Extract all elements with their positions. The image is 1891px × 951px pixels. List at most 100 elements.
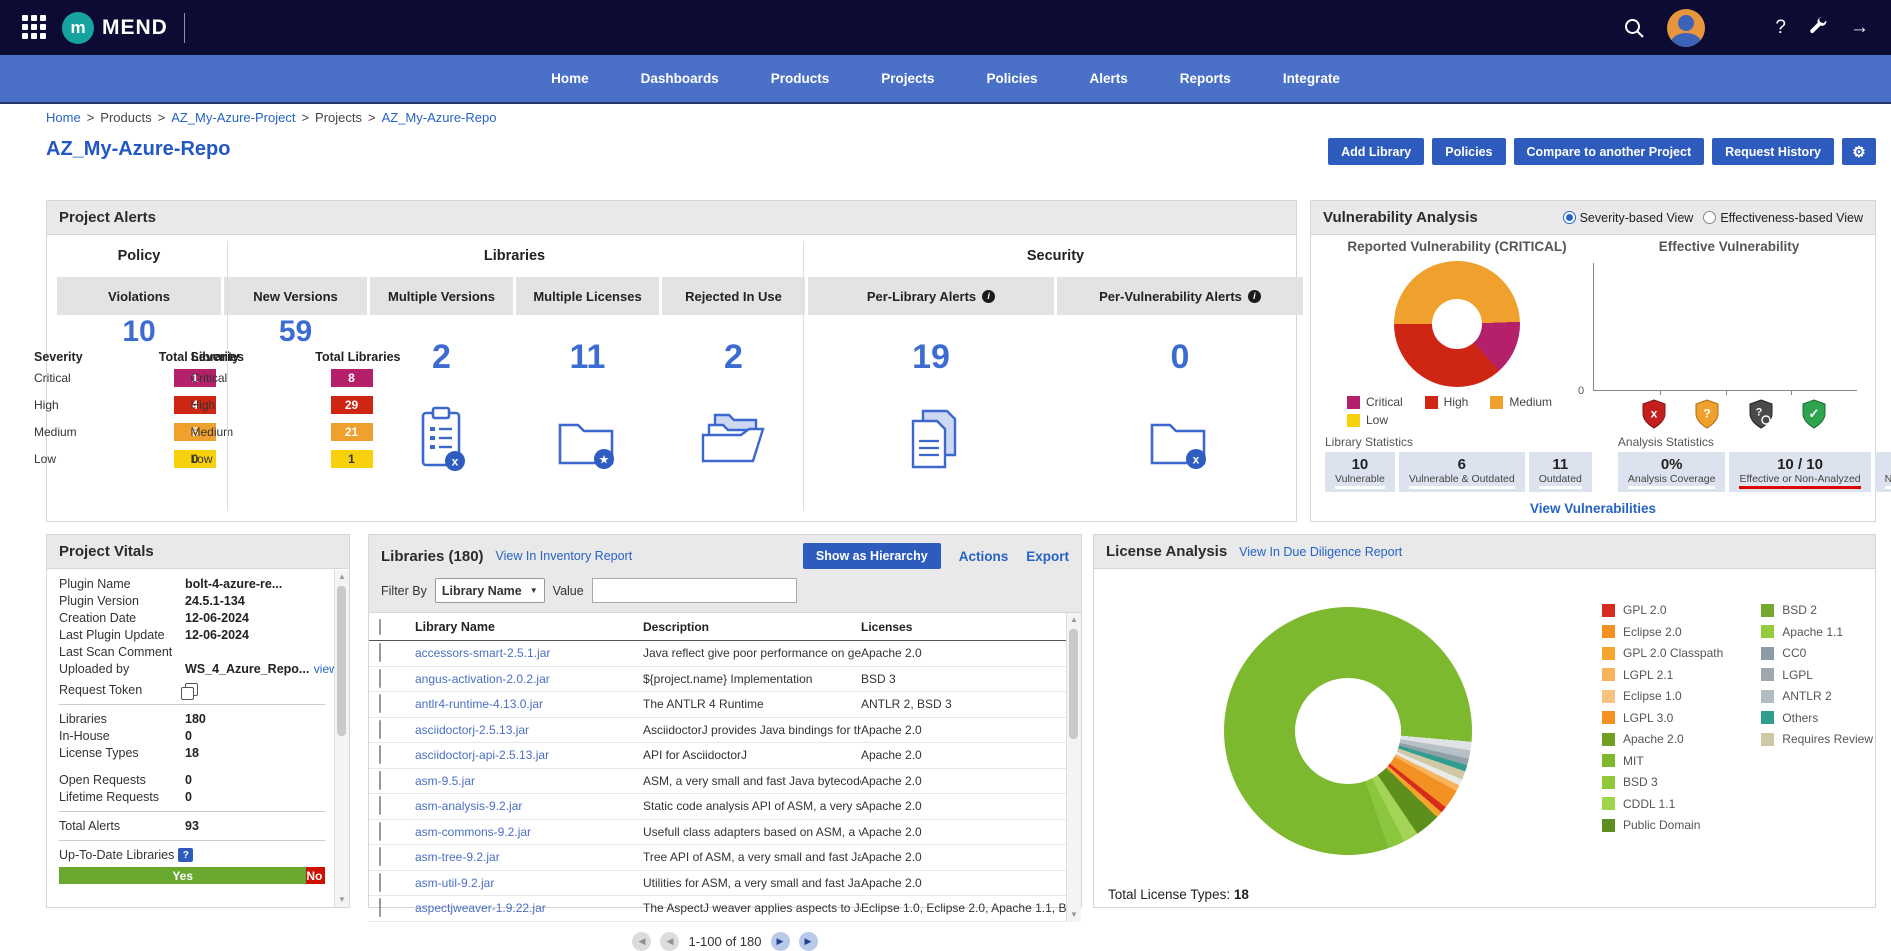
- table-row[interactable]: angus-activation-2.0.2.jar${project.name…: [369, 667, 1081, 693]
- scrollbar-thumb[interactable]: [1069, 629, 1078, 739]
- non-effective-stat[interactable]: 0 / 10Non Effective: [1875, 452, 1891, 492]
- help-icon[interactable]: ?: [1775, 17, 1786, 39]
- critical-count-badge[interactable]: 8: [331, 369, 373, 387]
- admin-tools-icon[interactable]: [1808, 15, 1828, 40]
- analysis-coverage-stat[interactable]: 0%Analysis Coverage: [1618, 452, 1726, 492]
- show-as-hierarchy-button[interactable]: Show as Hierarchy: [803, 543, 941, 569]
- license-donut-chart[interactable]: [1224, 607, 1472, 855]
- tooltip-question-icon[interactable]: ?: [178, 848, 193, 862]
- library-link[interactable]: asm-9.5.jar: [415, 774, 475, 788]
- first-page-icon[interactable]: ◀: [632, 932, 651, 951]
- scroll-down-icon[interactable]: ▼: [335, 893, 349, 907]
- row-checkbox[interactable]: [379, 694, 381, 713]
- row-checkbox[interactable]: [379, 745, 381, 764]
- up-to-date-bar[interactable]: Yes No: [59, 867, 325, 884]
- library-link[interactable]: asm-commons-9.2.jar: [415, 825, 531, 839]
- card-multiple-versions-label[interactable]: Multiple Versions: [370, 277, 513, 315]
- scroll-down-icon[interactable]: ▼: [1067, 908, 1081, 922]
- effective-or-non-analyzed-stat[interactable]: 10 / 10Effective or Non-Analyzed: [1729, 452, 1870, 492]
- user-avatar[interactable]: [1667, 9, 1705, 47]
- reported-vulnerability-donut[interactable]: [1394, 261, 1520, 387]
- nav-item-integrate[interactable]: Integrate: [1283, 71, 1340, 86]
- policies-button[interactable]: Policies: [1432, 138, 1505, 165]
- actions-button[interactable]: Actions: [959, 549, 1009, 564]
- vitals-scrollbar[interactable]: ▲ ▼: [334, 570, 349, 907]
- breadcrumb-project[interactable]: AZ_My-Azure-Project: [171, 110, 295, 125]
- radio-unselected-icon[interactable]: [1703, 211, 1716, 224]
- next-page-icon[interactable]: ▶: [771, 932, 790, 951]
- select-all-checkbox[interactable]: [379, 619, 381, 635]
- table-row[interactable]: asm-9.5.jarASM, a very small and fast Ja…: [369, 769, 1081, 795]
- table-scrollbar[interactable]: ▲ ▼: [1066, 613, 1081, 922]
- nav-item-policies[interactable]: Policies: [987, 71, 1038, 86]
- new-versions-count[interactable]: 11: [516, 315, 659, 399]
- scrollbar-thumb[interactable]: [337, 586, 346, 736]
- view-due-diligence-link[interactable]: View In Due Diligence Report: [1239, 545, 1402, 559]
- view-inventory-report-link[interactable]: View In Inventory Report: [496, 549, 633, 563]
- table-row[interactable]: asciidoctorj-2.5.13.jarAsciidoctorJ prov…: [369, 718, 1081, 744]
- nav-item-home[interactable]: Home: [551, 71, 589, 86]
- per-vulnerability-alerts-label[interactable]: Per-Vulnerability Alerts i: [1057, 277, 1303, 315]
- nav-item-dashboards[interactable]: Dashboards: [641, 71, 719, 86]
- export-button[interactable]: Export: [1026, 549, 1069, 564]
- low-count-badge[interactable]: 1: [331, 450, 373, 468]
- table-row[interactable]: aspectjweaver-1.9.22.jarThe AspectJ weav…: [369, 896, 1081, 922]
- high-count-badge[interactable]: 29: [331, 396, 373, 414]
- settings-gear-button[interactable]: ⚙: [1842, 138, 1876, 165]
- table-row[interactable]: accessors-smart-2.5.1.jarJava reflect gi…: [369, 641, 1081, 667]
- library-link[interactable]: aspectjweaver-1.9.22.jar: [415, 901, 546, 915]
- logout-icon[interactable]: →: [1850, 17, 1869, 39]
- library-link[interactable]: asciidoctorj-api-2.5.13.jar: [415, 748, 549, 762]
- filter-value-input[interactable]: [592, 578, 797, 603]
- up-to-date-yes-segment[interactable]: Yes: [59, 867, 306, 884]
- card-new-versions-label[interactable]: New Versions: [224, 277, 367, 315]
- library-link[interactable]: asciidoctorj-2.5.13.jar: [415, 723, 529, 737]
- table-row[interactable]: asm-util-9.2.jarUtilities for ASM, a ver…: [369, 871, 1081, 897]
- effectiveness-view-radio[interactable]: Effectiveness-based View: [1703, 211, 1863, 225]
- breadcrumb-repo[interactable]: AZ_My-Azure-Repo: [382, 110, 497, 125]
- multiple-licenses-count[interactable]: 19: [808, 315, 1054, 399]
- medium-count-badge[interactable]: 21: [331, 423, 373, 441]
- table-row[interactable]: asm-commons-9.2.jarUsefull class adapter…: [369, 820, 1081, 846]
- per-library-alerts-label[interactable]: Per-Library Alerts i: [808, 277, 1054, 315]
- add-library-button[interactable]: Add Library: [1328, 138, 1424, 165]
- row-checkbox[interactable]: [379, 873, 381, 892]
- nav-item-products[interactable]: Products: [771, 71, 830, 86]
- row-checkbox[interactable]: [379, 822, 381, 841]
- severity-view-radio[interactable]: Severity-based View: [1563, 211, 1694, 225]
- view-vulnerabilities-link[interactable]: View Vulnerabilities: [1530, 501, 1656, 516]
- per-vulnerability-total[interactable]: 59: [279, 315, 312, 348]
- table-row[interactable]: asm-analysis-9.2.jarStatic code analysis…: [369, 794, 1081, 820]
- scroll-up-icon[interactable]: ▲: [335, 570, 349, 584]
- rejected-count[interactable]: 0: [1057, 315, 1303, 399]
- library-link[interactable]: accessors-smart-2.5.1.jar: [415, 646, 550, 660]
- nav-item-reports[interactable]: Reports: [1180, 71, 1231, 86]
- vulnerable-stat[interactable]: 10Vulnerable: [1325, 452, 1395, 492]
- library-link[interactable]: angus-activation-2.0.2.jar: [415, 672, 550, 686]
- previous-page-icon[interactable]: ◀: [660, 932, 679, 951]
- app-grid-icon[interactable]: [22, 15, 48, 41]
- table-row[interactable]: antlr4-runtime-4.13.0.jarThe ANTLR 4 Run…: [369, 692, 1081, 718]
- last-page-icon[interactable]: ▶: [799, 932, 818, 951]
- nav-item-alerts[interactable]: Alerts: [1090, 71, 1128, 86]
- info-icon[interactable]: i: [982, 290, 995, 303]
- card-rejected-label[interactable]: Rejected In Use: [662, 277, 805, 315]
- copy-token-icon[interactable]: [185, 683, 198, 696]
- per-library-total[interactable]: 10: [122, 315, 155, 348]
- description-header[interactable]: Description: [643, 620, 861, 634]
- multiple-versions-count[interactable]: 2: [662, 315, 805, 399]
- card-multiple-licenses-label[interactable]: Multiple Licenses: [516, 277, 659, 315]
- up-to-date-no-segment[interactable]: No: [306, 867, 325, 884]
- row-checkbox[interactable]: [379, 796, 381, 815]
- vulnerable-outdated-stat[interactable]: 6Vulnerable & Outdated: [1399, 452, 1525, 492]
- nav-item-projects[interactable]: Projects: [881, 71, 934, 86]
- request-history-button[interactable]: Request History: [1712, 138, 1834, 165]
- row-checkbox[interactable]: [379, 643, 381, 662]
- table-row[interactable]: asciidoctorj-api-2.5.13.jarAPI for Ascii…: [369, 743, 1081, 769]
- scroll-up-icon[interactable]: ▲: [1067, 613, 1081, 627]
- library-name-header[interactable]: Library Name: [415, 620, 643, 634]
- search-icon[interactable]: [1623, 17, 1645, 39]
- breadcrumb-home[interactable]: Home: [46, 110, 81, 125]
- compare-project-button[interactable]: Compare to another Project: [1514, 138, 1705, 165]
- mend-logo-icon[interactable]: m: [62, 12, 94, 44]
